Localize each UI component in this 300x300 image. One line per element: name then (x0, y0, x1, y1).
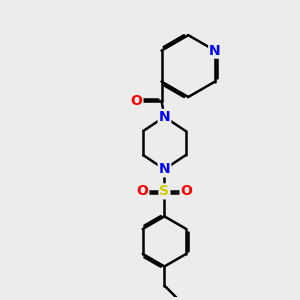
Text: N: N (159, 162, 170, 176)
Text: O: O (130, 94, 142, 108)
Text: S: S (159, 184, 170, 198)
Text: N: N (209, 44, 221, 58)
Text: O: O (181, 184, 193, 198)
Text: N: N (159, 110, 170, 124)
Text: O: O (136, 184, 148, 198)
